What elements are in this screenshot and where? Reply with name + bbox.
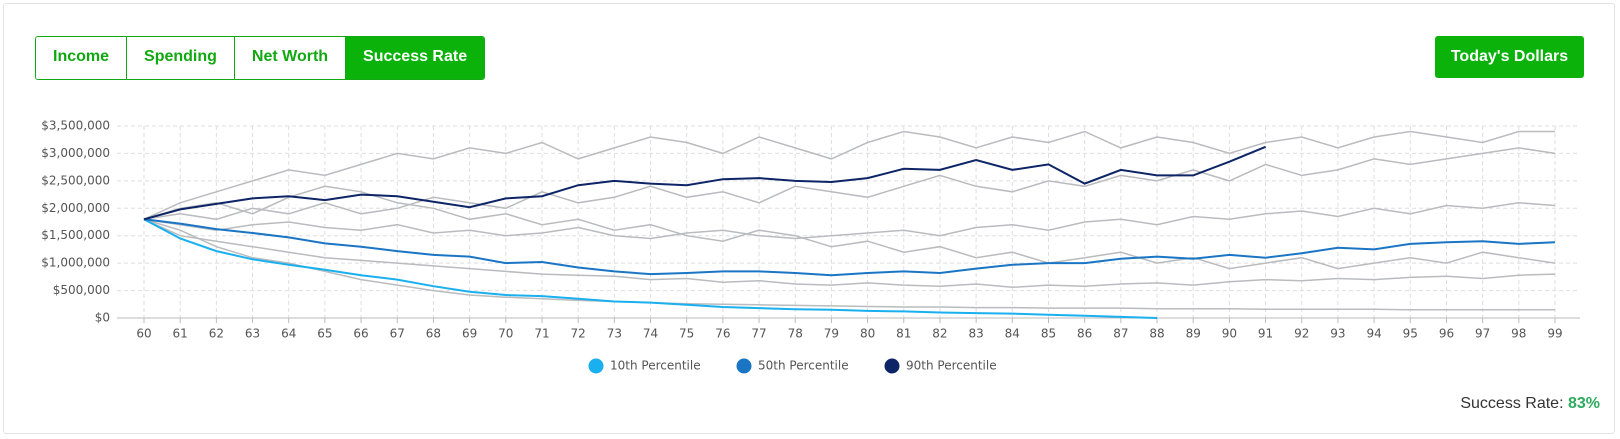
x-tick-label: 87 xyxy=(1113,327,1128,341)
x-tick-label: 85 xyxy=(1041,327,1056,341)
percentile-line xyxy=(143,218,1158,319)
success-rate-label: Success Rate: xyxy=(1460,395,1564,412)
x-tick-label: 79 xyxy=(824,327,839,341)
x-tick-label: 82 xyxy=(932,327,947,341)
simulation-line xyxy=(143,147,1556,221)
x-tick-label: 76 xyxy=(715,327,730,341)
x-tick-label: 96 xyxy=(1439,327,1454,341)
x-tick-label: 89 xyxy=(1186,327,1201,341)
dollars-toggle[interactable]: Today's Dollars xyxy=(1435,36,1584,78)
legend-label: 50th Percentile xyxy=(758,359,849,373)
legend-label: 10th Percentile xyxy=(610,359,701,373)
x-tick-label: 84 xyxy=(1005,327,1020,341)
x-tick-label: 93 xyxy=(1330,327,1345,341)
y-tick-label: $2,000,000 xyxy=(41,201,110,215)
x-tick-label: 92 xyxy=(1294,327,1309,341)
card xyxy=(3,3,1615,434)
x-tick-label: 98 xyxy=(1511,327,1526,341)
simulation-line xyxy=(143,185,1556,270)
x-tick-label: 64 xyxy=(281,327,296,341)
x-tick-label: 66 xyxy=(353,327,368,341)
tab-group: Income Spending Net Worth Success Rate xyxy=(35,36,486,80)
y-tick-label: $2,500,000 xyxy=(41,173,110,187)
tab[interactable]: Success Rate xyxy=(346,37,485,79)
x-tick-label: 97 xyxy=(1475,327,1490,341)
x-tick-label: 83 xyxy=(968,327,983,341)
x-tick-label: 94 xyxy=(1366,327,1381,341)
simulation-line xyxy=(143,218,1555,311)
x-tick-label: 69 xyxy=(462,327,477,341)
x-tick-label: 72 xyxy=(571,327,586,341)
x-tick-label: 63 xyxy=(245,327,260,341)
x-tick-label: 88 xyxy=(1149,327,1164,341)
y-tick-label: $500,000 xyxy=(53,283,110,297)
x-tick-label: 78 xyxy=(788,327,803,341)
simulation-line xyxy=(143,130,1555,220)
x-tick-label: 80 xyxy=(860,327,875,341)
success-rate-value: 83% xyxy=(1567,395,1600,412)
percentile-line xyxy=(143,145,1266,221)
tab[interactable]: Net Worth xyxy=(234,37,347,79)
x-tick-label: 81 xyxy=(896,327,911,341)
x-tick-label: 73 xyxy=(607,327,622,341)
x-tick-label: 61 xyxy=(173,327,188,341)
y-tick-label: $3,000,000 xyxy=(41,146,110,160)
simulation-line xyxy=(143,218,1556,289)
success-rate: Success Rate: 83% xyxy=(1460,395,1600,413)
y-tick-label: $1,000,000 xyxy=(41,256,110,270)
y-tick-label: $0 xyxy=(95,311,110,325)
x-tick-label: 74 xyxy=(643,327,658,341)
x-tick-label: 75 xyxy=(679,327,694,341)
x-tick-label: 60 xyxy=(136,327,151,341)
x-tick-label: 67 xyxy=(390,327,405,341)
x-tick-label: 70 xyxy=(498,327,513,341)
legend-swatch xyxy=(588,358,604,374)
x-tick-label: 68 xyxy=(426,327,441,341)
percentile-line xyxy=(143,218,1556,277)
x-tick-label: 65 xyxy=(317,327,332,341)
y-tick-label: $3,500,000 xyxy=(41,119,110,133)
x-tick-label: 99 xyxy=(1547,327,1562,341)
y-tick-label: $1,500,000 xyxy=(41,228,110,242)
x-tick-label: 62 xyxy=(209,327,224,341)
legend-label: 90th Percentile xyxy=(906,359,997,373)
x-tick-label: 77 xyxy=(751,327,766,341)
x-tick-label: 71 xyxy=(534,327,549,341)
tab[interactable]: Income xyxy=(36,37,128,79)
x-tick-label: 86 xyxy=(1077,327,1092,341)
legend-swatch xyxy=(884,358,900,374)
simulation-line xyxy=(143,202,1556,240)
x-tick-label: 90 xyxy=(1222,327,1237,341)
x-tick-label: 95 xyxy=(1403,327,1418,341)
legend-swatch xyxy=(736,358,752,374)
tab[interactable]: Spending xyxy=(127,37,235,79)
x-tick-label: 91 xyxy=(1258,327,1273,341)
